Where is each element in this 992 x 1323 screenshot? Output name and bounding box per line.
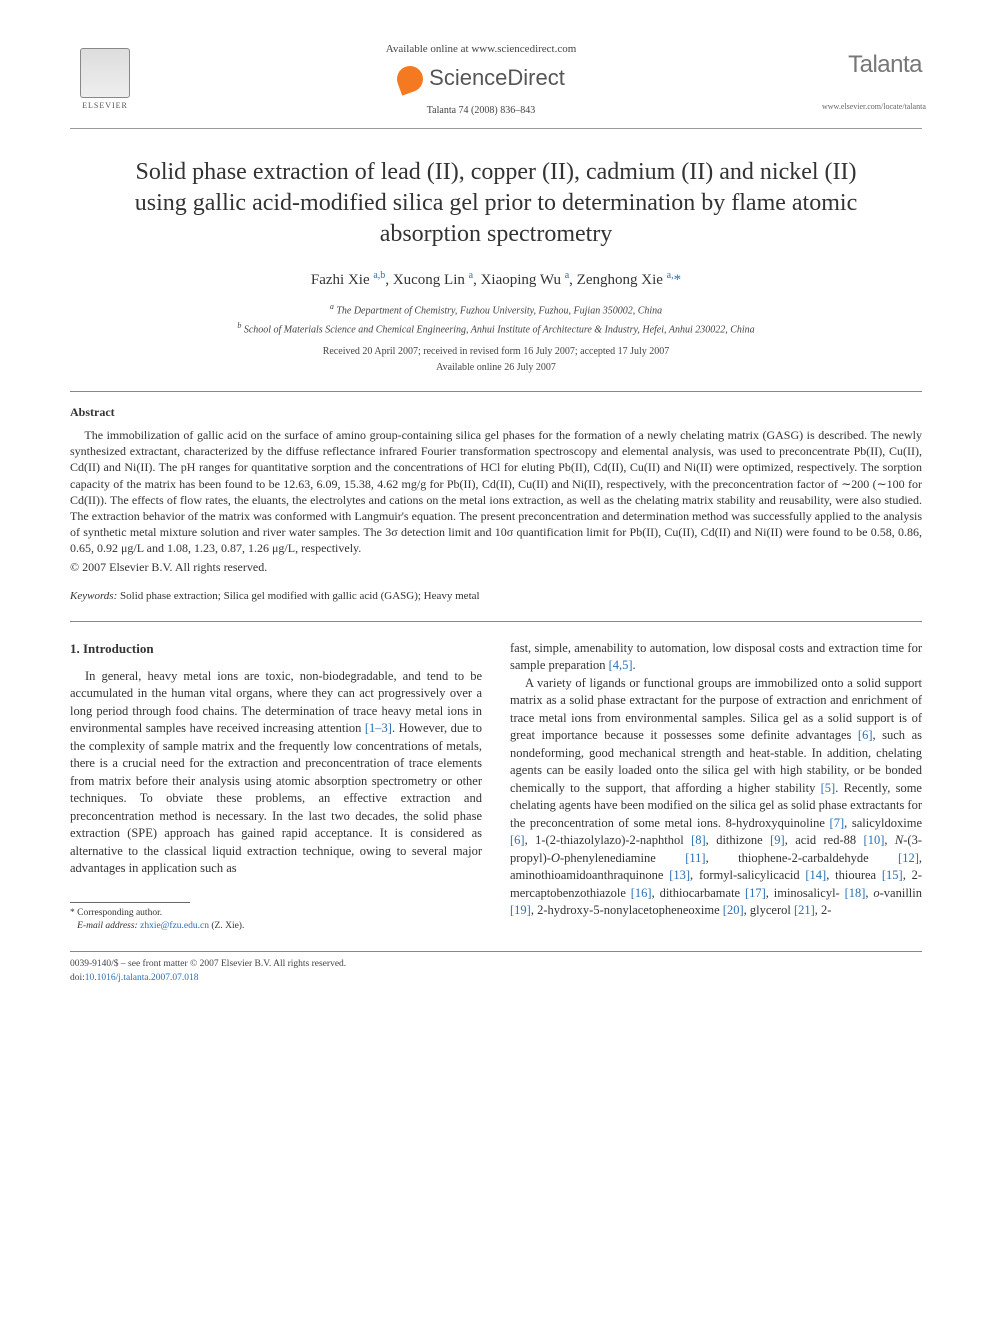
intro-para-right-1: fast, simple, amenability to automation,… xyxy=(510,640,922,675)
received-dates: Received 20 April 2007; received in revi… xyxy=(70,345,922,359)
corresponding-note: * Corresponding author. xyxy=(70,907,482,920)
email-note: E-mail address: zhxie@fzu.edu.cn (Z. Xie… xyxy=(70,920,482,933)
article-title: Solid phase extraction of lead (II), cop… xyxy=(110,157,882,251)
affil-b-text: School of Materials Science and Chemical… xyxy=(244,324,755,335)
doi-line: doi:10.1016/j.talanta.2007.07.018 xyxy=(70,972,922,985)
author-list: Fazhi Xie a,b, Xucong Lin a, Xiaoping Wu… xyxy=(70,269,922,291)
journal-url: www.elsevier.com/locate/talanta xyxy=(822,101,922,112)
left-column: 1. Introduction In general, heavy metal … xyxy=(70,640,482,934)
publisher-name: ELSEVIER xyxy=(82,100,128,111)
corr-email-link[interactable]: zhxie@fzu.edu.cn xyxy=(140,921,209,931)
sd-swoosh-icon xyxy=(393,62,426,95)
header-rule xyxy=(70,128,922,129)
keywords-line: Keywords: Solid phase extraction; Silica… xyxy=(70,589,922,604)
abstract-body: The immobilization of gallic acid on the… xyxy=(70,427,922,557)
available-online-text: Available online at www.sciencedirect.co… xyxy=(140,42,822,57)
email-who: (Z. Xie). xyxy=(211,921,244,931)
affiliation-a: a The Department of Chemistry, Fuzhou Un… xyxy=(70,301,922,318)
footer-line: 0039-9140/$ – see front matter © 2007 El… xyxy=(70,958,922,971)
keywords-text: Solid phase extraction; Silica gel modif… xyxy=(120,590,480,602)
elsevier-logo: ELSEVIER xyxy=(70,40,140,120)
sd-text: ScienceDirect xyxy=(429,63,565,94)
email-label: E-mail address: xyxy=(77,921,138,931)
citation-line: Talanta 74 (2008) 836–843 xyxy=(140,104,822,118)
affiliation-b: b School of Materials Science and Chemic… xyxy=(70,320,922,337)
journal-name: Talanta xyxy=(822,48,922,82)
page-header: ELSEVIER Available online at www.science… xyxy=(70,40,922,120)
abstract-copyright: © 2007 Elsevier B.V. All rights reserved… xyxy=(70,559,922,576)
footnote-rule xyxy=(70,902,190,903)
corr-text: Corresponding author. xyxy=(77,908,162,918)
sciencedirect-logo: ScienceDirect xyxy=(397,63,565,94)
right-column: fast, simple, amenability to automation,… xyxy=(510,640,922,934)
online-date: Available online 26 July 2007 xyxy=(70,361,922,375)
journal-box: Talanta www.elsevier.com/locate/talanta xyxy=(822,48,922,113)
abstract-heading: Abstract xyxy=(70,404,922,421)
affil-a-text: The Department of Chemistry, Fuzhou Univ… xyxy=(336,305,662,316)
footer-rule xyxy=(70,951,922,952)
intro-para-right-2: A variety of ligands or functional group… xyxy=(510,675,922,920)
doi-link[interactable]: 10.1016/j.talanta.2007.07.018 xyxy=(85,973,199,983)
center-header: Available online at www.sciencedirect.co… xyxy=(140,42,822,118)
section-heading: 1. Introduction xyxy=(70,640,482,658)
abstract-top-rule xyxy=(70,391,922,392)
keywords-label: Keywords: xyxy=(70,590,117,602)
doi-label: doi: xyxy=(70,973,85,983)
keywords-rule xyxy=(70,621,922,622)
body-columns: 1. Introduction In general, heavy metal … xyxy=(70,640,922,934)
intro-para-left: In general, heavy metal ions are toxic, … xyxy=(70,668,482,878)
elsevier-tree-icon xyxy=(80,48,130,98)
